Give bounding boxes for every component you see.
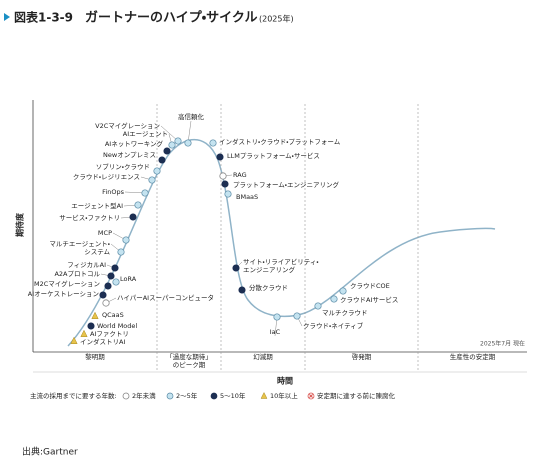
node-label: BMaaS bbox=[236, 193, 258, 201]
marker-5-10y bbox=[221, 180, 229, 188]
phase-label: 幻滅期 bbox=[253, 352, 273, 361]
figure-label: 図表1-3-9 bbox=[14, 10, 73, 25]
marker-2-5y bbox=[293, 312, 301, 320]
node-label: インダストリ・クラウド・プラットフォーム bbox=[219, 137, 341, 146]
phase-label: 啓発期 bbox=[352, 352, 372, 361]
node-label: インダストリAI bbox=[80, 337, 125, 346]
legend-title: 主流の採用までに要する年数: bbox=[30, 391, 117, 400]
node-label: エンジニアリング bbox=[243, 265, 296, 274]
node-label: エージェント型AI bbox=[71, 201, 123, 210]
marker-under-2y bbox=[122, 392, 130, 400]
marker-2-5y bbox=[112, 278, 120, 286]
node-label: AIオーケストレーション bbox=[28, 290, 99, 298]
marker-2-5y bbox=[184, 139, 192, 147]
marker-2-5y bbox=[224, 190, 232, 198]
subtitle: (2025年) bbox=[259, 14, 294, 24]
node-label: RAG bbox=[233, 171, 247, 179]
node-label: マルチクラウド bbox=[322, 309, 368, 317]
x-axis-label: 時間 bbox=[277, 376, 293, 386]
legend-label: 2年未満 bbox=[132, 391, 156, 400]
legend-label: 10年以上 bbox=[270, 391, 298, 400]
marker-over-10y bbox=[80, 329, 88, 337]
node-label: A2Aプロトコル bbox=[54, 270, 100, 278]
marker-2-5y bbox=[148, 176, 156, 184]
marker-2-5y bbox=[209, 139, 217, 147]
node-label: フィジカルAI bbox=[67, 261, 106, 269]
marker-5-10y bbox=[107, 272, 115, 280]
node-label: LLMプラットフォーム・サービス bbox=[227, 151, 320, 160]
header-marker bbox=[4, 13, 10, 21]
node-label: サイト・リライアビリティ・ bbox=[243, 257, 319, 266]
node-label: World Model bbox=[97, 322, 137, 330]
y-axis-label: 期待度 bbox=[15, 212, 25, 237]
marker-2-5y bbox=[174, 137, 182, 145]
date-note: 2025年7月 現在 bbox=[480, 340, 525, 348]
node-label: IaC bbox=[270, 328, 281, 336]
phase-label: のピーク期 bbox=[173, 361, 206, 369]
legend-label: 5～10年 bbox=[220, 391, 246, 400]
node-label: マルチエージェント・ bbox=[49, 240, 110, 248]
phase-label: 「過度な期待」 bbox=[166, 352, 212, 361]
marker-obsolete-x bbox=[308, 393, 314, 399]
title: ガートナーのハイプ・サイクル bbox=[85, 11, 258, 26]
node-label: 高信頼化 bbox=[178, 112, 205, 121]
marker-5-10y bbox=[163, 147, 171, 155]
marker-5-10y bbox=[99, 291, 107, 299]
node-label: クラウドCOE bbox=[350, 282, 390, 290]
node-label: AIエージェント bbox=[123, 130, 168, 138]
leader-line bbox=[187, 120, 192, 144]
marker-2-5y bbox=[330, 295, 338, 303]
phase-label: 生産性の安定期 bbox=[450, 352, 496, 361]
marker-2-5y bbox=[273, 313, 281, 321]
marker-2-5y bbox=[339, 287, 347, 295]
marker-2-5y bbox=[141, 189, 149, 197]
node-label: Newオンプレミス bbox=[103, 151, 156, 159]
node-label: AIファクトリ bbox=[90, 330, 129, 338]
node-label: クラウド・レジリエンス bbox=[73, 173, 140, 181]
node-label: ハイパーAIスーパーコンピュータ bbox=[117, 293, 214, 302]
marker-2-5y bbox=[117, 248, 125, 256]
leader-line bbox=[160, 125, 179, 142]
marker-2-5y bbox=[314, 302, 322, 310]
source: 出典:Gartner bbox=[22, 446, 78, 458]
marker-2-5y bbox=[168, 141, 176, 149]
marker-2-5y bbox=[134, 201, 142, 209]
hype-curve bbox=[67, 139, 496, 347]
node-label: ソブリン・クラウド bbox=[96, 162, 150, 171]
node-label: V2Cマイグレーション bbox=[95, 121, 160, 130]
marker-5-10y bbox=[158, 156, 166, 164]
marker-5-10y bbox=[210, 392, 218, 400]
marker-5-10y bbox=[87, 322, 95, 330]
node-label: システム bbox=[84, 248, 110, 256]
marker-over-10y bbox=[91, 311, 99, 319]
node-label: クラウド・ネイティブ bbox=[303, 321, 364, 330]
marker-5-10y bbox=[111, 264, 119, 272]
marker-over-10y bbox=[70, 336, 78, 344]
marker-2-5y bbox=[153, 167, 161, 175]
node-label: QCaaS bbox=[102, 311, 124, 319]
legend-label: 2～5年 bbox=[176, 391, 198, 400]
node-label: プラットフォーム・エンジニアリング bbox=[233, 180, 340, 189]
marker-5-10y bbox=[232, 264, 240, 272]
marker-2-5y bbox=[122, 236, 130, 244]
node-label: MCP bbox=[98, 229, 112, 237]
node-label: LoRA bbox=[120, 275, 137, 283]
marker-over-10y bbox=[260, 391, 268, 399]
marker-under-2y bbox=[102, 299, 110, 307]
legend-label: 安定期に達する前に陳腐化 bbox=[317, 391, 396, 400]
node-label: サービス・ファクトリ bbox=[59, 213, 120, 222]
node-label: 分散クラウド bbox=[249, 283, 288, 292]
phase-label: 黎明期 bbox=[85, 352, 105, 361]
marker-5-10y bbox=[129, 213, 137, 221]
marker-under-2y bbox=[219, 172, 227, 180]
node-label: FinOps bbox=[102, 188, 124, 196]
marker-2-5y bbox=[166, 392, 174, 400]
marker-5-10y bbox=[238, 286, 246, 294]
marker-5-10y bbox=[216, 153, 224, 161]
marker-5-10y bbox=[104, 282, 112, 290]
node-label: M2Cマイグレーション bbox=[34, 279, 100, 288]
node-label: AIネットワーキング bbox=[105, 139, 164, 148]
node-label: クラウドAIサービス bbox=[340, 295, 398, 304]
